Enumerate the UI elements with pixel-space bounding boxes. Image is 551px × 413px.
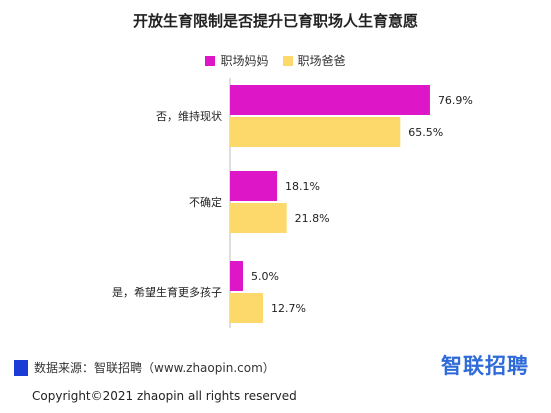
- brand-logo: 智联招聘: [441, 354, 529, 378]
- chart-legend: 职场妈妈 职场爸爸: [0, 52, 551, 69]
- data-label-mothers: 76.9%: [438, 94, 473, 107]
- data-label-fathers: 21.8%: [295, 212, 330, 225]
- legend-label-fathers: 职场爸爸: [297, 54, 346, 68]
- legend-swatch-mothers: [205, 55, 216, 66]
- data-label-fathers: 12.7%: [271, 302, 306, 315]
- data-label-mothers: 18.1%: [285, 180, 320, 193]
- bar-fathers: [230, 117, 401, 147]
- bar-mothers: [230, 261, 243, 291]
- bar-fathers: [230, 293, 264, 323]
- bar-mothers: [230, 171, 278, 201]
- category-label: 是，希望生育更多孩子: [112, 285, 222, 299]
- chart-title: 开放生育限制是否提升已育职场人生育意愿: [132, 12, 418, 30]
- legend-item-mothers: 职场妈妈: [205, 52, 269, 69]
- source-text: 数据来源：智联招聘（www.zhaopin.com）: [34, 361, 275, 375]
- data-label-mothers: 5.0%: [251, 270, 279, 283]
- legend-item-fathers: 职场爸爸: [282, 52, 346, 69]
- legend-label-mothers: 职场妈妈: [220, 54, 269, 68]
- bar-fathers: [230, 203, 287, 233]
- copyright-text: Copyright©2021 zhaopin all rights reserv…: [32, 389, 297, 403]
- bar-mothers: [230, 85, 430, 115]
- data-label-fathers: 65.5%: [408, 126, 443, 139]
- legend-swatch-fathers: [282, 55, 293, 66]
- source-marker-icon: [14, 359, 28, 376]
- data-source: 数据来源：智联招聘（www.zhaopin.com）: [14, 359, 275, 376]
- category-label: 否，维持现状: [156, 109, 222, 123]
- category-label: 不确定: [189, 195, 222, 209]
